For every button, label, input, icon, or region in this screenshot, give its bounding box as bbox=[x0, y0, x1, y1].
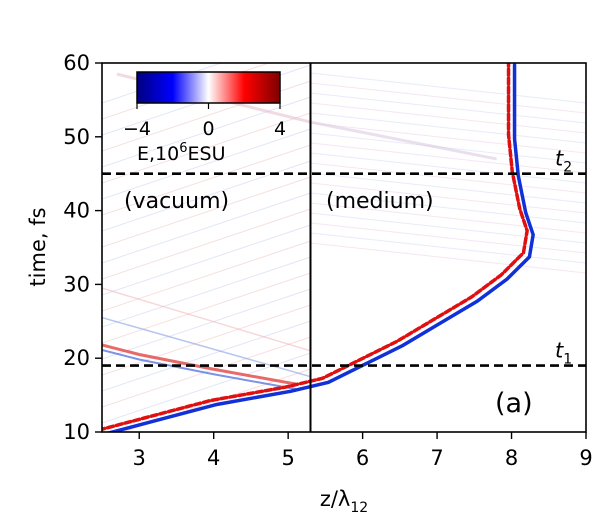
vacuum-fringe bbox=[102, 192, 311, 264]
y-tick-label: 50 bbox=[63, 125, 90, 149]
medium-label: (medium) bbox=[326, 189, 434, 214]
y-tick-label: 10 bbox=[63, 420, 90, 444]
medium-fringe bbox=[310, 232, 586, 264]
x-axis-label-sub: 12 bbox=[350, 500, 368, 516]
y-axis-label: time, fs bbox=[26, 207, 50, 286]
medium-fringe bbox=[310, 182, 586, 214]
medium-fringe bbox=[310, 172, 586, 204]
medium-fringe bbox=[310, 142, 586, 174]
colorbar-label-unit: ESU bbox=[188, 143, 226, 165]
medium-fringe bbox=[310, 72, 586, 104]
vacuum-fringe bbox=[102, 256, 311, 328]
axes-frame bbox=[101, 62, 587, 433]
colorbar-bar bbox=[136, 71, 281, 104]
medium-fringe bbox=[310, 102, 586, 134]
pulse-track-red bbox=[102, 63, 529, 432]
colorbar-tick-label: 4 bbox=[274, 118, 286, 140]
colorbar-tick-label: −4 bbox=[123, 118, 151, 140]
y-tick-label: 30 bbox=[63, 272, 90, 296]
vacuum-fringe bbox=[102, 320, 311, 392]
colorbar-tick-label: 0 bbox=[202, 118, 214, 140]
medium-fringe bbox=[310, 82, 586, 114]
x-tick-label: 7 bbox=[430, 446, 443, 470]
vacuum-fringe bbox=[102, 176, 311, 248]
medium-fringe bbox=[310, 122, 586, 154]
medium-fringe bbox=[310, 222, 586, 254]
vacuum-fringe bbox=[102, 144, 311, 216]
vacuum-fringe bbox=[102, 240, 311, 312]
colorbar-label: E,106ESU bbox=[137, 141, 226, 165]
medium-fringe bbox=[310, 92, 586, 124]
colorbar-label-main: E,10 bbox=[137, 143, 179, 165]
x-tick-label: 5 bbox=[281, 446, 294, 470]
reflected-pulse-blue bbox=[102, 348, 296, 391]
vacuum-fringe bbox=[102, 304, 311, 376]
colorbar-label-sup: 6 bbox=[179, 141, 187, 156]
x-axis-label-main: z/λ bbox=[320, 487, 351, 511]
medium-fringe bbox=[310, 112, 586, 144]
vacuum-label: (vacuum) bbox=[124, 189, 229, 214]
colorbar: −4 0 4 E,106ESU bbox=[123, 71, 286, 165]
panel-label: (a) bbox=[495, 388, 533, 419]
vacuum-fringe bbox=[102, 272, 311, 344]
time-line-label-t1: t1 bbox=[555, 339, 572, 368]
vacuum-fringe bbox=[102, 288, 311, 360]
reflected-pulse-red bbox=[102, 343, 296, 386]
vacuum-fringe bbox=[102, 224, 311, 296]
vacuum-fringe bbox=[102, 96, 311, 168]
colorbar-ticks: −4 0 4 bbox=[123, 103, 286, 140]
medium-fringe bbox=[310, 202, 586, 234]
x-tick-label: 9 bbox=[579, 446, 592, 470]
time-line-label-t2: t2 bbox=[555, 147, 572, 176]
medium-fringe bbox=[310, 242, 586, 274]
reflected-pulse-echo bbox=[102, 287, 311, 352]
upper-reflection bbox=[310, 120, 497, 161]
x-tick-label: 8 bbox=[505, 446, 518, 470]
vacuum-fringe bbox=[102, 208, 311, 280]
vacuum-fringe bbox=[102, 128, 311, 200]
time-line-label-main: t bbox=[555, 339, 564, 363]
x-tick-label: 6 bbox=[356, 446, 369, 470]
y-tick-label: 40 bbox=[63, 199, 90, 223]
time-line-label-sub: 1 bbox=[563, 352, 572, 368]
time-line-label-sub: 2 bbox=[563, 160, 572, 176]
medium-fringe bbox=[310, 162, 586, 194]
vacuum-fringe bbox=[102, 112, 311, 184]
medium-fringe bbox=[310, 212, 586, 244]
x-axis-label: z/λ12 bbox=[320, 487, 368, 516]
medium-fringe bbox=[310, 192, 586, 224]
x-tick-label: 3 bbox=[133, 446, 146, 470]
x-tick-label: 4 bbox=[207, 446, 220, 470]
medium-fringe bbox=[310, 152, 586, 184]
time-line-label-main: t bbox=[555, 147, 564, 171]
y-tick-label: 20 bbox=[63, 346, 90, 370]
y-tick-label: 60 bbox=[63, 51, 90, 75]
